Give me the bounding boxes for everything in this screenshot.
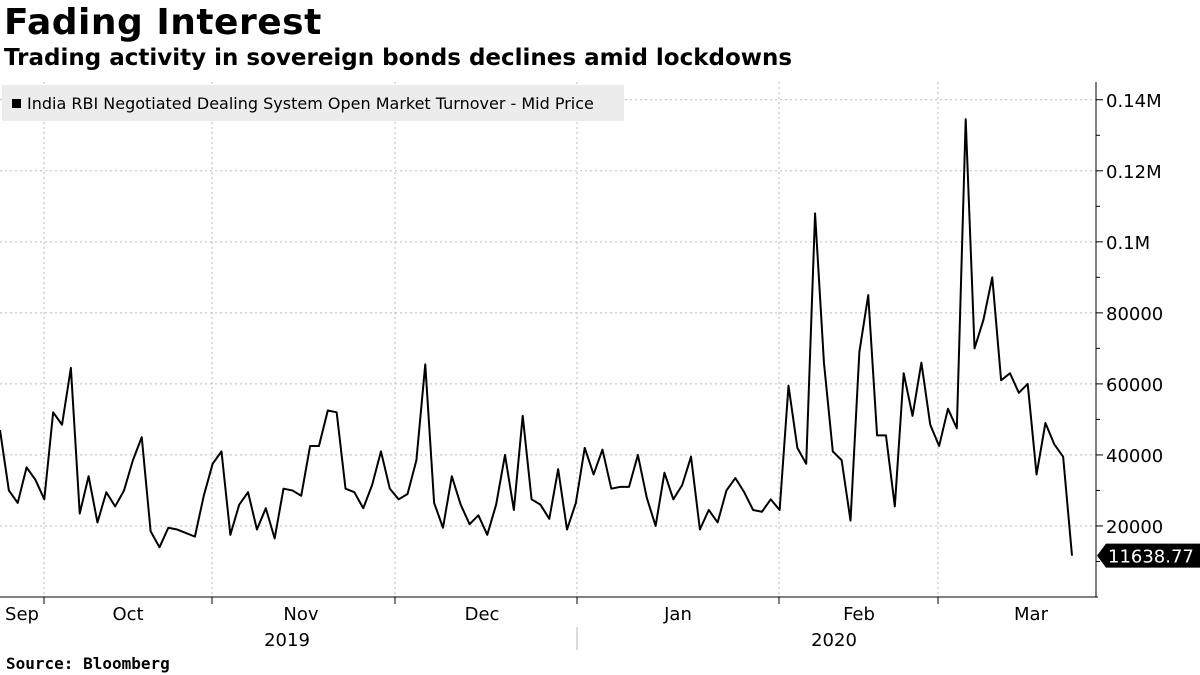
chart-title: Fading Interest [4, 2, 322, 43]
legend-swatch-icon [12, 98, 21, 108]
gridlines [0, 82, 1096, 597]
x-month-label: Oct [112, 604, 143, 625]
series-line [0, 118, 1073, 556]
y-tick-label: 0.14M [1106, 91, 1162, 112]
x-month-label: Jan [663, 604, 692, 625]
x-year-label: 2019 [264, 630, 310, 651]
y-tick-label: 80000 [1106, 304, 1163, 325]
axes [0, 82, 1103, 650]
legend-label: India RBI Negotiated Dealing System Open… [27, 93, 594, 113]
x-year-label: 2020 [811, 630, 857, 651]
x-month-label: Sep [5, 604, 39, 625]
last-value-box [1097, 543, 1200, 568]
x-month-label: Nov [283, 604, 318, 625]
y-tick-label: 0.1M [1106, 233, 1150, 254]
y-tick-label: 60000 [1106, 375, 1163, 396]
series-layer [0, 118, 1073, 556]
source-note: Source: Bloomberg [6, 654, 170, 673]
last-value-label: 11638.77 [1108, 547, 1194, 568]
last-value-callout: 11638.77 [1097, 543, 1200, 568]
labels: 20000 40000 60000 80000 0.1M 0.12M 0.14M Sep Oct… [5, 91, 1200, 651]
x-month-label: Mar [1014, 604, 1049, 625]
y-tick-label: 20000 [1106, 517, 1163, 538]
legend: India RBI Negotiated Dealing System Open… [2, 85, 624, 121]
x-month-label: Dec [465, 604, 500, 625]
y-tick-label: 0.12M [1106, 162, 1162, 183]
x-month-label: Feb [843, 604, 875, 625]
y-tick-label: 40000 [1106, 446, 1163, 467]
chart-subtitle: Trading activity in sovereign bonds decl… [4, 45, 793, 71]
